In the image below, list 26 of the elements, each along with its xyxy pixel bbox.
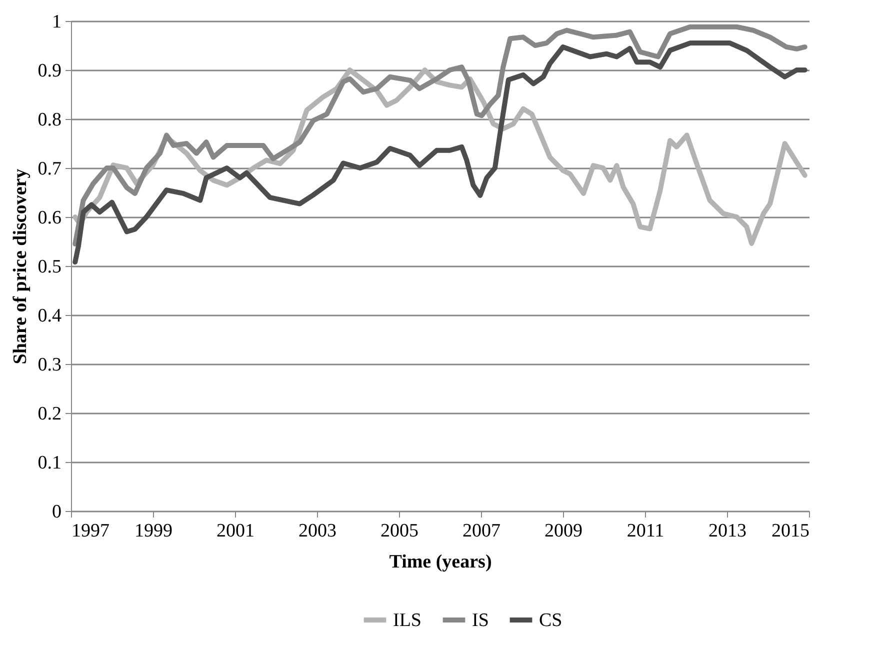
x-tick-label: 2011: [626, 520, 664, 542]
y-tick-label: 0.1: [38, 452, 62, 474]
y-axis-title: Share of price discovery: [10, 168, 31, 364]
x-tick-label: 1999: [134, 520, 172, 542]
y-tick-label: 0.9: [38, 60, 62, 82]
x-axis-title: Time (years): [389, 552, 492, 572]
y-tick-label: 0.5: [38, 256, 62, 278]
y-tick-label: 0: [52, 502, 62, 522]
y-tick-label: 0.3: [38, 354, 62, 376]
x-tick-label: 2013: [708, 520, 746, 542]
y-tick-label: 0.7: [38, 158, 62, 180]
x-tick-label: 2001: [216, 520, 254, 542]
legend-label: IS: [472, 610, 489, 631]
y-tick-label: 0.6: [38, 208, 62, 228]
legend-label: ILS: [393, 610, 422, 631]
y-tick-label: 0.8: [38, 110, 62, 130]
x-tick-label: 1997: [72, 520, 110, 542]
y-tick-label: 0.4: [38, 306, 62, 326]
y-tick-label: 1: [52, 12, 62, 32]
x-tick-label: 2009: [544, 520, 582, 542]
x-tick-label: 2003: [298, 520, 336, 542]
x-tick-label: 2015: [772, 520, 810, 542]
y-tick-label: 0.2: [38, 404, 62, 424]
legend-label: CS: [539, 610, 562, 631]
x-tick-label: 2005: [380, 520, 418, 542]
x-tick-label: 2007: [462, 520, 500, 542]
